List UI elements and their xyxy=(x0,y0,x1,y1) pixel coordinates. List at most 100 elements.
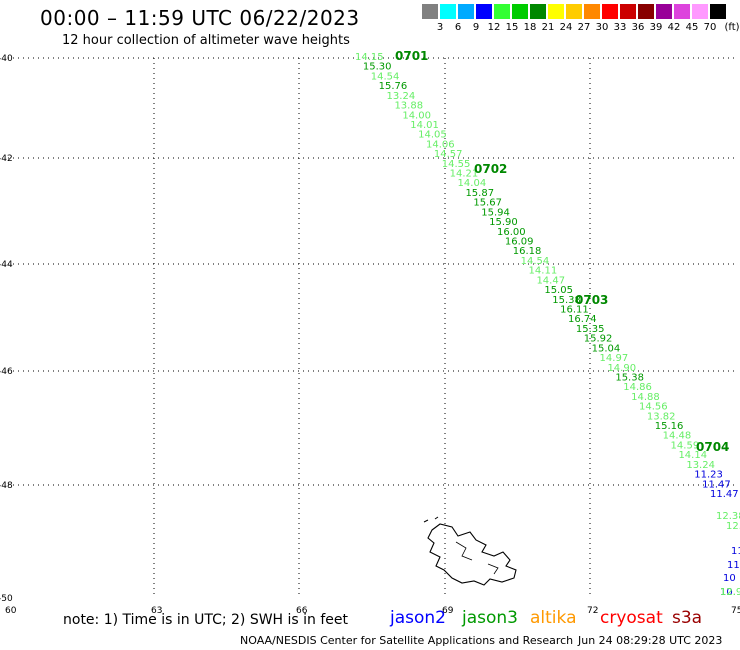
swh-observation: 14.47 xyxy=(536,275,565,286)
mission-label-cryosat: cryosat xyxy=(600,608,663,628)
legend-swatch xyxy=(710,4,726,19)
lat-tick-label: -50 xyxy=(0,594,13,604)
legend-swatch xyxy=(638,4,654,19)
islet xyxy=(434,516,439,520)
legend-label: 6 xyxy=(454,22,462,33)
legend-swatch xyxy=(512,4,528,19)
legend-unit: (ft) xyxy=(724,22,740,33)
legend-swatch xyxy=(692,4,708,19)
swh-observation: 15.76 xyxy=(379,81,408,92)
kerguelen-inlet xyxy=(487,563,499,575)
swh-observation: 12.38 xyxy=(716,511,740,522)
swh-observation: 11.47 xyxy=(702,479,731,490)
legend-label: 18 xyxy=(523,22,537,33)
legend-label: 33 xyxy=(613,22,627,33)
footer-note: note: 1) Time is in UTC; 2) SWH is in fe… xyxy=(63,612,349,628)
track-time-label: 0703 xyxy=(575,293,608,307)
swh-observation: 16.00 xyxy=(497,227,526,238)
legend-swatch xyxy=(566,4,582,19)
swh-observation: 10 xyxy=(720,587,733,598)
kerguelen-island-outline xyxy=(427,523,517,586)
lon-tick-label: 75 xyxy=(731,606,740,616)
legend-swatch xyxy=(440,4,456,19)
swh-observation: 14.01 xyxy=(410,120,439,131)
swh-observation: 11.23 xyxy=(694,470,723,481)
mission-label-jason3: jason3 xyxy=(462,608,518,628)
map-title: 00:00 – 11:59 UTC 06/22/2023 xyxy=(40,6,360,30)
swh-observation: 14.55 xyxy=(442,159,471,170)
legend-swatch xyxy=(458,4,474,19)
legend-label: 24 xyxy=(559,22,573,33)
legend-label: 42 xyxy=(667,22,681,33)
swh-observation: 13.82 xyxy=(647,411,676,422)
swh-observation: 14.06 xyxy=(426,139,455,150)
lon-tick-label: 69 xyxy=(442,606,454,616)
swh-observation: 11.2 xyxy=(731,546,740,557)
swh-observation: 14.15 xyxy=(355,52,384,63)
swh-observation: 12.39 xyxy=(726,521,740,532)
swh-observation: 13.24 xyxy=(387,91,416,102)
mission-label-altika: altika xyxy=(530,608,577,628)
track-time-label: 0702 xyxy=(474,162,507,176)
legend-swatch xyxy=(476,4,492,19)
legend-label: 3 xyxy=(436,22,444,33)
swh-observation: 14.97 xyxy=(600,353,629,364)
swh-observation: 15.87 xyxy=(465,188,494,199)
lat-tick-label: -44 xyxy=(0,260,13,270)
lon-tick-label: 63 xyxy=(151,606,162,616)
swh-observation: 13.88 xyxy=(394,101,423,112)
swh-observation: 15.35 xyxy=(576,324,605,335)
swh-observation: 11 xyxy=(727,560,740,571)
legend-label: 45 xyxy=(685,22,699,33)
islet xyxy=(423,519,429,523)
legend-swatch xyxy=(620,4,636,19)
mission-label-jason2: jason2 xyxy=(390,608,446,628)
legend-swatch xyxy=(494,4,510,19)
legend-swatch xyxy=(656,4,672,19)
legend-label: 30 xyxy=(595,22,609,33)
swh-observation: 16.18 xyxy=(513,246,542,257)
swh-observation: 14.54 xyxy=(371,71,400,82)
swh-observation: 14.14 xyxy=(678,450,707,461)
legend-swatch xyxy=(422,4,438,19)
legend-label: 36 xyxy=(631,22,645,33)
lon-tick-label: 66 xyxy=(296,606,308,616)
swh-observation: 15.38 xyxy=(615,372,644,383)
swh-observation: 14.88 xyxy=(631,392,660,403)
lat-tick-label: -46 xyxy=(0,367,13,377)
lat-tick-label: -40 xyxy=(0,54,13,64)
legend-swatch xyxy=(530,4,546,19)
swh-observation: 14.90 xyxy=(607,363,636,374)
legend-label: 70 xyxy=(703,22,717,33)
legend-swatch xyxy=(548,4,564,19)
legend-label: 12 xyxy=(487,22,501,33)
mission-label-s3a: s3a xyxy=(672,608,703,628)
swh-observation: 15.94 xyxy=(481,207,510,218)
swh-observation: 14.21 xyxy=(450,169,479,180)
legend-swatch xyxy=(602,4,618,19)
swh-observation: 15.67 xyxy=(473,198,502,209)
swh-observation: 14.57 xyxy=(434,149,463,160)
lon-tick-label: 60 xyxy=(5,606,17,616)
lat-tick-label: -42 xyxy=(0,154,13,164)
swh-observation: 15.04 xyxy=(592,343,621,354)
swh-observation: 15.30 xyxy=(363,62,392,73)
swh-observation: 15.16 xyxy=(655,421,684,432)
map-subtitle: 12 hour collection of altimeter wave hei… xyxy=(62,33,350,48)
swh-observation: 14.05 xyxy=(418,130,447,141)
legend-swatch xyxy=(674,4,690,19)
swh-observation: 14.86 xyxy=(623,382,652,393)
legend-label: 21 xyxy=(541,22,555,33)
lon-tick-label: 72 xyxy=(587,606,598,616)
swh-observation: 14.59 xyxy=(671,440,700,451)
lat-tick-label: -48 xyxy=(0,481,13,491)
swh-observation: 14.54 xyxy=(521,256,550,267)
legend-label: 9 xyxy=(472,22,480,33)
swh-observation: 10 xyxy=(723,573,736,584)
generation-timestamp: Jun 24 08:29:28 UTC 2023 xyxy=(578,634,723,647)
legend-label: 39 xyxy=(649,22,663,33)
legend-label: 27 xyxy=(577,22,591,33)
kerguelen-inlet xyxy=(455,541,473,561)
